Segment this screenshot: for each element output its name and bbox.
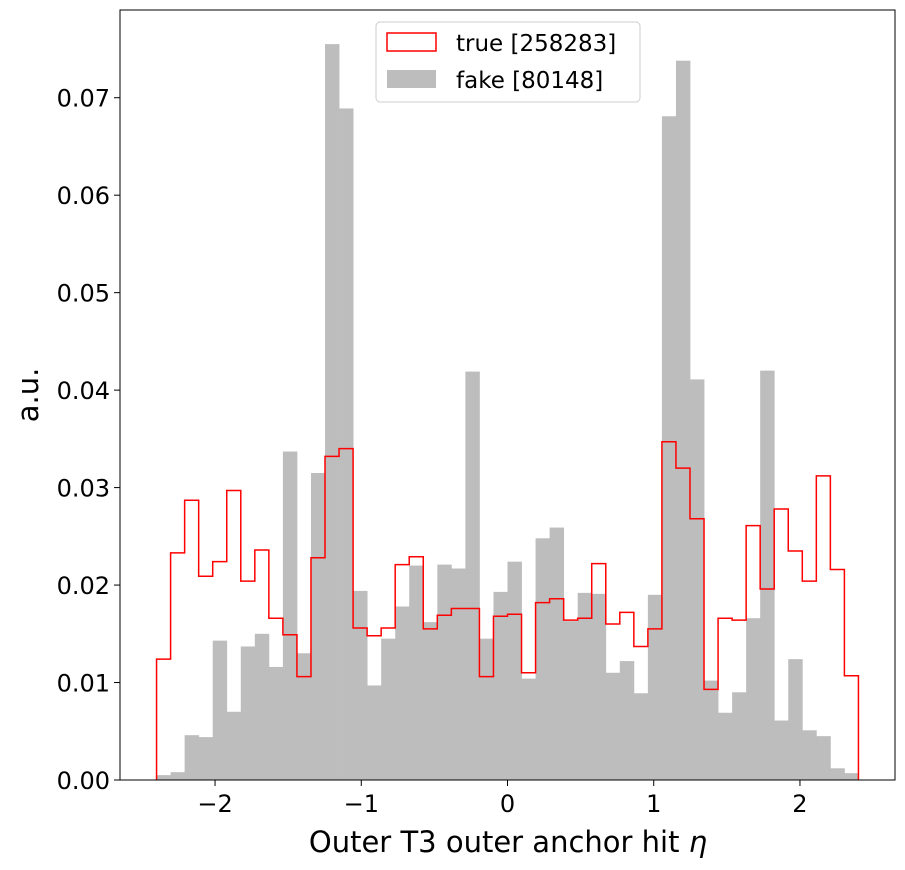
fake-bar (633, 693, 649, 780)
fake-bar (746, 618, 761, 780)
x-tick-label: 0 (500, 790, 515, 818)
fake-bar (577, 592, 593, 780)
y-tick-label: 0.07 (57, 85, 110, 113)
x-tick-label: −2 (197, 790, 232, 818)
fake-bar (423, 622, 438, 780)
y-tick-label: 0.03 (57, 475, 110, 503)
fake-bar (254, 633, 270, 780)
fake-bar (563, 621, 579, 780)
fake-bar (212, 640, 228, 780)
fake-bar (156, 775, 171, 780)
x-tick-label: 2 (792, 790, 807, 818)
legend-swatch-fake (387, 70, 436, 88)
fake-bar (661, 116, 677, 781)
fake-bar (451, 568, 466, 780)
legend-label-true: true [258283] (456, 31, 616, 57)
legend-swatch-true (386, 32, 437, 52)
y-tick-label: 0.01 (57, 670, 110, 698)
fake-bar (240, 646, 256, 780)
fake-bar (647, 594, 663, 780)
fake-bar (549, 527, 565, 780)
fake-bar (521, 678, 536, 780)
fake-bar (268, 666, 284, 780)
fake-bar (282, 451, 298, 780)
legend-box (375, 21, 641, 103)
fake-bar (381, 638, 396, 780)
legend-label-fake: fake [80148] (456, 68, 603, 94)
x-axis-label: Outer T3 outer anchor hit η (309, 825, 707, 859)
fake-bar (675, 60, 691, 781)
fake-bar (591, 593, 607, 780)
fake-bar (605, 672, 621, 780)
fake-bar (310, 472, 326, 780)
fake-bar (619, 661, 635, 780)
fake-bar (184, 735, 200, 780)
y-tick-label: 0.06 (57, 182, 110, 210)
fake-bar (689, 379, 705, 780)
x-axis-label-symbol: η (689, 825, 707, 859)
legend: true [258283] fake [80148] (375, 21, 641, 103)
fake-bar (844, 773, 859, 780)
y-tick-label: 0.05 (57, 280, 110, 308)
x-tick-label: −1 (344, 790, 379, 818)
fake-bar (437, 564, 452, 780)
true-histogram-step-line (155, 441, 860, 780)
fake-bar (718, 712, 733, 780)
fake-bar (479, 638, 494, 780)
fake-bar (830, 768, 845, 780)
fake-histogram-bars (156, 44, 859, 781)
y-tick-label: 0.04 (57, 377, 110, 405)
fake-bar (816, 736, 831, 780)
fake-bar (788, 659, 803, 780)
fake-bar (493, 591, 508, 780)
fake-bar (465, 371, 480, 780)
fake-bar (507, 561, 522, 780)
x-axis-ticks: −2 −1 0 1 2 (197, 780, 808, 818)
x-tick-label: 1 (646, 790, 661, 818)
y-axis-label: a.u. (11, 368, 45, 423)
y-axis-ticks: 0.00 0.01 0.02 0.03 0.04 0.05 0.06 0.07 (57, 85, 120, 795)
fake-bar (367, 685, 382, 780)
y-tick-label: 0.00 (57, 767, 110, 795)
fake-bar (353, 590, 368, 780)
fake-bar (704, 680, 719, 780)
fake-bar (802, 730, 817, 780)
fake-bar (226, 711, 242, 780)
fake-bar (198, 737, 214, 780)
fake-bar (325, 44, 340, 781)
fake-bar (170, 772, 186, 780)
fake-bar (409, 565, 424, 780)
fake-bar (732, 692, 747, 780)
fake-bar (535, 538, 551, 780)
fake-bar (296, 653, 312, 780)
fake-bar (339, 108, 354, 780)
y-tick-label: 0.02 (57, 572, 110, 600)
fake-bar (395, 606, 410, 780)
fake-bar (760, 370, 775, 780)
fake-bar (774, 720, 789, 780)
